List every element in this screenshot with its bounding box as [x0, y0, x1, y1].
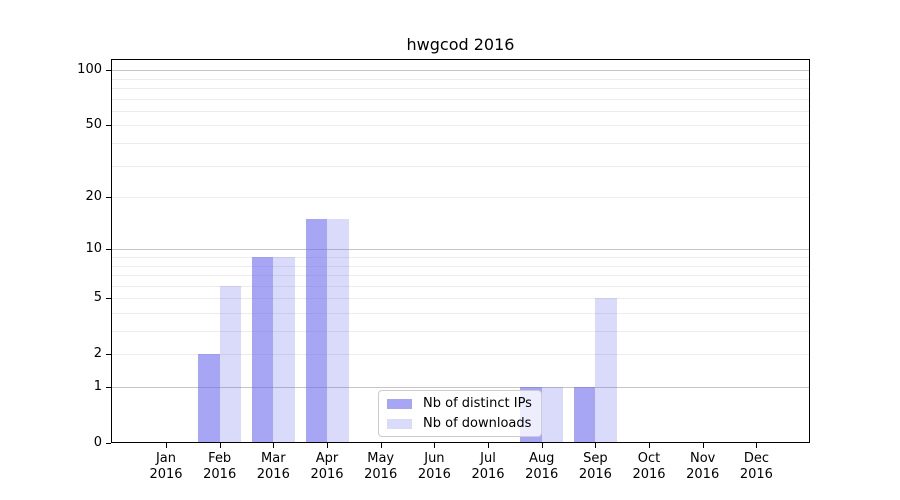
y-tick-label-1: 1 [93, 379, 102, 394]
legend-item-downloads: Nb of downloads [387, 416, 535, 431]
gridline-3 [111, 331, 810, 332]
y-tick-10 [106, 249, 111, 251]
y-tick-label-50: 50 [85, 117, 102, 133]
legend: Nb of distinct IPs Nb of downloads [378, 390, 542, 437]
gridline-2 [111, 354, 810, 356]
x-tick-label-mar: Mar 2016 [256, 451, 290, 482]
x-tick-label-may: May 2016 [364, 451, 398, 482]
x-tick-label-jul: Jul 2016 [471, 451, 505, 482]
legend-swatch-distinct-ips-icon [387, 398, 412, 409]
gridline-1 [111, 387, 810, 388]
x-tick-feb [219, 443, 221, 448]
y-tick-label-5: 5 [93, 290, 102, 306]
gridline-40 [111, 143, 810, 144]
gridline-70 [111, 98, 810, 100]
x-tick-nov [702, 443, 704, 448]
gridline-80 [111, 88, 810, 89]
bar-distinct-ips-mar [251, 257, 274, 442]
gridline-7 [111, 275, 810, 276]
y-tick-2 [106, 354, 111, 356]
bar-layer [111, 59, 810, 443]
grid-layer [111, 59, 810, 443]
y-tick-label-100: 100 [77, 62, 102, 78]
bar-downloads-aug [541, 387, 564, 442]
bar-distinct-ips-feb [198, 354, 220, 442]
gridline-10 [111, 249, 810, 251]
y-tick-1 [106, 387, 111, 388]
gridline-8 [111, 265, 810, 267]
legend-label-downloads: Nb of downloads [423, 416, 532, 431]
chart-title: hwgcod 2016 [406, 35, 515, 54]
x-tick-mar [273, 443, 275, 448]
gridline-60 [111, 110, 810, 112]
y-tick-50 [106, 125, 111, 127]
gridline-100 [111, 70, 810, 72]
x-tick-label-jan: Jan 2016 [149, 451, 183, 482]
bar-distinct-ips-sep [573, 387, 596, 442]
x-tick-label-sep: Sep 2016 [578, 451, 612, 482]
x-tick-label-oct: Oct 2016 [632, 451, 666, 482]
x-tick-may [380, 443, 382, 448]
x-tick-label-feb: Feb 2016 [203, 451, 237, 482]
bar-distinct-ips-apr [305, 219, 327, 442]
gridline-50 [111, 125, 810, 127]
x-tick-oct [649, 443, 650, 448]
y-tick-label-20: 20 [85, 189, 102, 205]
x-tick-dec [756, 443, 758, 448]
x-tick-jan [166, 443, 167, 448]
bar-downloads-feb [219, 285, 242, 442]
legend-label-distinct-ips: Nb of distinct IPs [423, 396, 532, 411]
y-tick-20 [106, 197, 111, 199]
x-tick-label-nov: Nov 2016 [686, 451, 720, 482]
plot-area [111, 59, 810, 443]
x-tick-label-dec: Dec 2016 [739, 451, 773, 482]
legend-swatch-downloads-icon [387, 418, 412, 429]
gridline-30 [111, 165, 810, 167]
gridline-20 [111, 197, 810, 199]
legend-item-distinct-ips: Nb of distinct IPs [387, 396, 535, 411]
y-tick-0 [106, 443, 111, 444]
gridline-9 [111, 257, 810, 258]
gridline-4 [111, 313, 810, 314]
x-tick-jul [488, 443, 489, 448]
x-tick-label-apr: Apr 2016 [310, 451, 344, 482]
x-tick-sep [595, 443, 597, 448]
y-tick-100 [106, 70, 111, 72]
gridline-6 [111, 285, 810, 287]
x-tick-aug [541, 443, 543, 448]
gridline-5 [111, 298, 810, 300]
x-tick-label-jun: Jun 2016 [417, 451, 451, 482]
y-tick-label-2: 2 [93, 346, 102, 362]
bar-downloads-apr [327, 219, 349, 442]
y-tick-label-0: 0 [93, 435, 102, 450]
x-tick-jun [434, 443, 436, 448]
x-tick-apr [327, 443, 328, 448]
gridline-90 [111, 78, 810, 80]
bar-downloads-mar [273, 257, 295, 442]
y-tick-label-10: 10 [85, 241, 102, 257]
bar-downloads-sep [595, 298, 617, 442]
x-tick-label-aug: Aug 2016 [525, 451, 559, 482]
y-tick-5 [106, 298, 111, 300]
